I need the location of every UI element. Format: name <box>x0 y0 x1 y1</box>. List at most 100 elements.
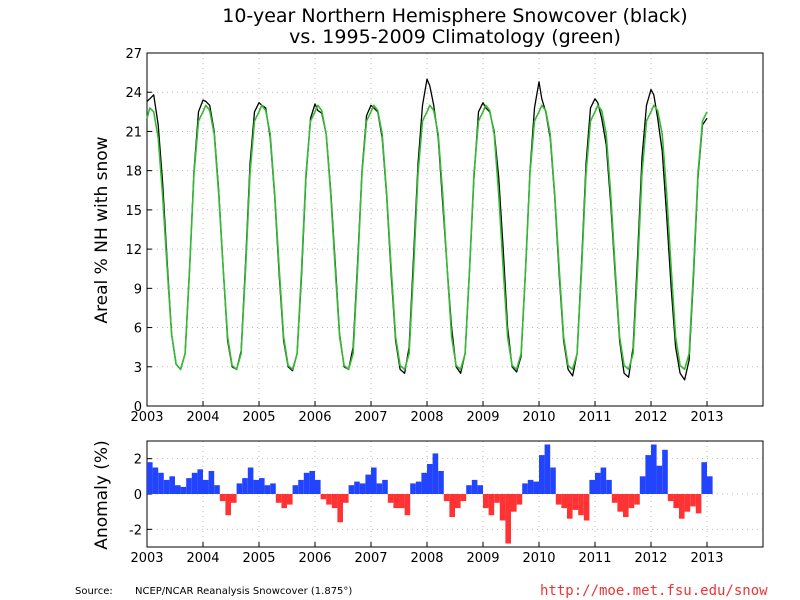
main-y-tick-label: 15 <box>125 204 142 219</box>
anomaly-bar-negative <box>275 494 282 503</box>
anomaly-bar-positive <box>471 479 478 494</box>
anomaly-bar-positive <box>264 485 271 494</box>
anomaly-bar-positive <box>208 471 215 494</box>
anomaly-bar-positive <box>303 472 310 494</box>
anomaly-bar-negative <box>331 494 338 509</box>
anomaly-bar-positive <box>259 478 265 494</box>
anomaly-bar-negative <box>287 494 293 505</box>
anomaly-bar-positive <box>427 464 433 494</box>
anomaly-bar-negative <box>578 494 584 516</box>
main-x-tick-label: 2012 <box>634 410 667 425</box>
anomaly-bar-positive <box>639 476 646 494</box>
anomaly-bar-negative <box>483 494 489 509</box>
anomaly-bar-negative <box>572 494 579 510</box>
anomaly-bar-positive <box>163 479 170 494</box>
main-x-tick-label: 2006 <box>298 410 331 425</box>
anomaly-bar-negative <box>499 494 506 521</box>
anomaly-bar-positive <box>645 455 651 494</box>
anomaly-bar-positive <box>315 479 321 494</box>
anomaly-bar-negative <box>673 494 679 509</box>
anomaly-x-tick-label: 2005 <box>242 551 275 566</box>
anomaly-bar-positive <box>539 455 545 494</box>
anomaly-bar-negative <box>393 494 399 509</box>
anomaly-y-tick-label: 0 <box>134 488 142 503</box>
anomaly-bar-positive <box>180 486 187 494</box>
anomaly-x-tick-label: 2013 <box>690 551 723 566</box>
anomaly-bar-positive <box>527 479 534 494</box>
anomaly-bar-negative <box>460 494 467 502</box>
main-y-tick-label: 9 <box>134 282 142 297</box>
anomaly-bar-negative <box>617 494 623 512</box>
main-x-tick-label: 2007 <box>354 410 387 425</box>
anomaly-bar-negative <box>281 494 287 509</box>
anomaly-bar-positive <box>348 485 355 494</box>
anomaly-bar-positive <box>203 479 209 494</box>
anomaly-bar-negative <box>628 494 635 509</box>
anomaly-x-tick-label: 2012 <box>634 551 667 566</box>
anomaly-bar-positive <box>152 467 159 494</box>
anomaly-x-tick-label: 2007 <box>354 551 387 566</box>
anomaly-bar-negative <box>667 494 674 502</box>
source-text: NCEP/NCAR Reanalysis Snowcover (1.875°) <box>135 586 352 597</box>
anomaly-bar-positive <box>606 479 612 494</box>
main-y-tick-label: 3 <box>134 361 142 376</box>
main-y-axis-label: Areal % NH with snow <box>92 136 112 323</box>
anomaly-bar-positive <box>651 444 657 494</box>
source-url-link[interactable]: http://moe.met.fsu.edu/snow <box>540 583 768 599</box>
anomaly-bar-negative <box>343 494 349 503</box>
anomaly-y-axis-label: Anomaly (%) <box>92 440 112 549</box>
anomaly-x-tick-label: 2008 <box>410 551 443 566</box>
anomaly-bar-positive <box>359 483 366 494</box>
anomaly-y-tick-label: -2 <box>129 523 142 538</box>
anomaly-bar-positive <box>354 481 360 494</box>
anomaly-bar-negative <box>225 494 231 516</box>
anomaly-bar-positive <box>550 467 556 494</box>
anomaly-bar-negative <box>404 494 411 516</box>
main-x-tick-label: 2011 <box>578 410 611 425</box>
anomaly-bar-negative <box>690 494 696 507</box>
anomaly-bar-positive <box>382 479 388 494</box>
anomaly-y-tick-label: 2 <box>134 453 142 468</box>
anomaly-bar-negative <box>684 494 691 512</box>
anomaly-bar-negative <box>231 494 237 503</box>
chart-subtitle: vs. 1995-2009 Climatology (green) <box>289 26 621 48</box>
anomaly-bar-positive <box>701 462 707 494</box>
anomaly-bar-positive <box>298 479 304 494</box>
anomaly-bar-positive <box>477 485 483 494</box>
anomaly-bar-negative <box>679 494 685 519</box>
anomaly-plot: 2003 2004 2005 2006 2007 2008 2009 2010 2011 2012… <box>129 440 764 566</box>
anomaly-bar-positive <box>247 467 254 494</box>
anomaly-bar-negative <box>583 494 590 521</box>
anomaly-bar-negative <box>695 494 702 514</box>
anomaly-bar-positive <box>158 472 164 494</box>
main-x-tick-label: 2004 <box>186 410 219 425</box>
anomaly-bar-negative <box>443 494 450 502</box>
anomaly-bar-positive <box>415 481 422 494</box>
main-y-tick-label: 18 <box>125 165 142 180</box>
main-x-tick-label: 2013 <box>690 410 723 425</box>
main-y-tick-label: 21 <box>125 125 142 140</box>
anomaly-bar-positive <box>438 471 444 494</box>
anomaly-bar-negative <box>623 494 629 517</box>
source-label: Source: <box>75 586 113 597</box>
anomaly-bar-negative <box>561 494 567 509</box>
anomaly-bar-positive <box>595 472 601 494</box>
anomaly-bar-negative <box>494 494 500 503</box>
anomaly-bar-negative <box>219 494 226 502</box>
anomaly-x-tick-label: 2011 <box>578 551 611 566</box>
anomaly-bar-negative <box>634 494 640 505</box>
anomaly-bar-positive <box>662 449 668 494</box>
anomaly-bar-negative <box>511 494 517 512</box>
main-y-tick-label: 27 <box>125 47 142 62</box>
anomaly-bar-positive <box>253 479 259 494</box>
snowcover-series-line <box>146 78 708 381</box>
anomaly-bar-negative <box>387 494 394 503</box>
anomaly-bar-positive <box>410 483 416 494</box>
anomaly-bar-positive <box>544 444 551 494</box>
snowcover-plot: 2003 2004 2005 2006 2007 2008 2009 2010 2011 2012… <box>125 47 764 425</box>
anomaly-bar-positive <box>236 483 243 494</box>
main-frame <box>146 52 764 407</box>
anomaly-bar-positive <box>270 483 276 494</box>
anomaly-bar-negative <box>449 494 455 517</box>
